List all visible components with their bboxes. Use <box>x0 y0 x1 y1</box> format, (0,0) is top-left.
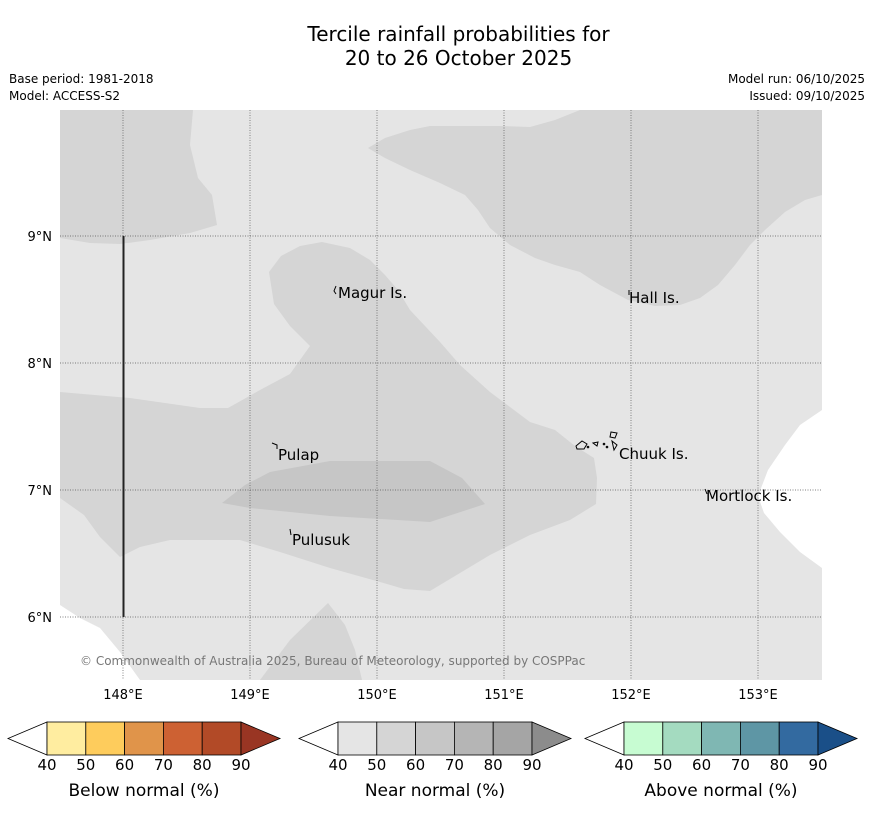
colorbar-above-tick-70: 70 <box>730 756 750 774</box>
model-run: Model run: 06/10/2025 <box>727 72 865 86</box>
colorbar-below-bin-40 <box>46 721 87 756</box>
colorbar-above-bin-50 <box>662 721 702 756</box>
colorbar-below-extend-low <box>6 721 48 756</box>
colorbar-near-bin-70 <box>453 721 494 756</box>
near-normal-50-region-south <box>260 603 362 680</box>
colorbar-above-tick-60: 60 <box>692 756 712 774</box>
colorbar-below-bin-60 <box>124 721 164 756</box>
colorbar-near-bin-80 <box>492 721 533 756</box>
colorbar-above-bin-40 <box>623 721 664 756</box>
island-pulusuk <box>289 528 292 536</box>
lon-label-149: 149°E <box>230 688 270 703</box>
colorbar-above-bin-60 <box>701 721 741 756</box>
place-label-chuuk: Chuuk Is. <box>619 445 688 463</box>
lat-label-9n: 9°N <box>28 230 53 245</box>
colorbar-near-tick-50: 50 <box>367 756 387 774</box>
colorbar-near-bin-50 <box>376 721 416 756</box>
place-label-mortlock: Mortlock Is. <box>706 487 792 505</box>
near-normal-50-region-northwest <box>60 110 217 244</box>
colorbar-near-bin-60 <box>415 721 455 756</box>
colorbar-above-tick-50: 50 <box>653 756 673 774</box>
island-pulap <box>271 442 278 449</box>
no-tercile-region-east <box>758 410 822 568</box>
lon-label-151: 151°E <box>484 688 524 703</box>
near-normal-60-region <box>222 461 485 522</box>
colorbar-near-tick-60: 60 <box>406 756 426 774</box>
colorbar-below-label: Below normal (%) <box>68 781 220 801</box>
gridlines <box>60 110 822 680</box>
copyright-notice: © Commonwealth of Australia 2025, Bureau… <box>80 654 585 668</box>
colorbar-above-tick-40: 40 <box>614 756 634 774</box>
island-chuuk-lagoon <box>575 431 618 452</box>
colorbar-near-tick-80: 80 <box>483 756 503 774</box>
place-label-hall: Hall Is. <box>629 289 680 307</box>
colorbar-near-tick-70: 70 <box>444 756 464 774</box>
colorbar-below-normal <box>6 721 282 756</box>
colorbar-near-extend-high <box>531 721 573 756</box>
islands <box>271 285 708 536</box>
lon-label-148: 148°E <box>103 688 143 703</box>
island-mortlock <box>704 488 708 495</box>
colorbar-near-label: Near normal (%) <box>364 781 506 801</box>
place-label-magur: Magur Is. <box>338 284 407 302</box>
colorbar-above-tick-80: 80 <box>769 756 789 774</box>
title-line-1: Tercile rainfall probabilities for <box>307 22 610 46</box>
title-line-2: 20 to 26 October 2025 <box>344 46 573 70</box>
colorbar-near-tick-90: 90 <box>522 756 542 774</box>
lat-label-8n: 8°N <box>28 357 53 372</box>
lat-label-6n: 6°N <box>28 611 53 626</box>
colorbar-above-label: Above normal (%) <box>644 781 798 801</box>
colorbar-below-tick-40: 40 <box>37 756 57 774</box>
meta-left: Base period: 1981-2018 Model: ACCESS-S2 <box>9 71 154 105</box>
colorbar-below-tick-80: 80 <box>192 756 212 774</box>
place-label-pulusuk: Pulusuk <box>292 531 350 549</box>
colorbar-above-extend-low <box>583 721 625 756</box>
lon-label-152: 152°E <box>611 688 651 703</box>
colorbar-below-extend-high <box>240 721 282 756</box>
colorbar-below-bin-80 <box>201 721 242 756</box>
issued-date: Issued: 09/10/2025 <box>749 89 865 103</box>
colorbar-above-bin-70 <box>740 721 780 756</box>
colorbar-near-normal <box>297 721 573 756</box>
colorbar-above-extend-high <box>817 721 859 756</box>
colorbar-below-bin-50 <box>85 721 126 756</box>
no-tercile-region-southwest <box>60 605 140 680</box>
colorbar-below-tick-70: 70 <box>153 756 173 774</box>
place-label-pulap: Pulap <box>278 446 319 464</box>
base-period: Base period: 1981-2018 <box>9 72 154 86</box>
colorbar-near-tick-40: 40 <box>328 756 348 774</box>
colorbar-above-tick-90: 90 <box>808 756 828 774</box>
lon-label-153: 153°E <box>738 688 778 703</box>
lon-label-150: 150°E <box>357 688 397 703</box>
meta-right: Model run: 06/10/2025 Issued: 09/10/2025 <box>728 71 865 105</box>
colorbar-near-extend-low <box>297 721 339 756</box>
colorbar-below-tick-60: 60 <box>115 756 135 774</box>
lat-label-7n: 7°N <box>28 484 53 499</box>
colorbar-above-normal <box>583 721 859 756</box>
colorbar-below-tick-50: 50 <box>76 756 96 774</box>
colorbar-below-bin-70 <box>162 721 203 756</box>
island-magur <box>333 285 337 295</box>
colorbar-below-tick-90: 90 <box>231 756 251 774</box>
chart-title: Tercile rainfall probabilities for 20 to… <box>0 22 873 70</box>
colorbar-above-bin-80 <box>778 721 819 756</box>
model-name: Model: ACCESS-S2 <box>9 89 121 103</box>
probability-layer <box>60 110 822 680</box>
near-normal-50-region-northeast <box>368 110 822 306</box>
colorbar-near-bin-40 <box>337 721 378 756</box>
